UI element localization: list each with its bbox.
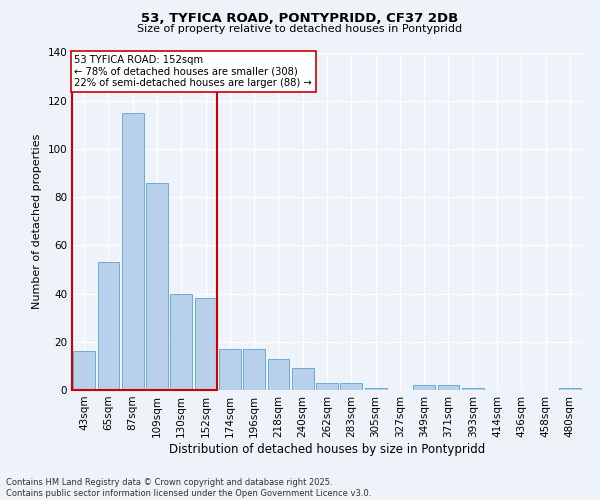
Bar — [413, 385, 435, 390]
Bar — [219, 349, 241, 390]
X-axis label: Distribution of detached houses by size in Pontypridd: Distribution of detached houses by size … — [169, 442, 485, 456]
Y-axis label: Number of detached properties: Number of detached properties — [32, 134, 42, 309]
Bar — [292, 368, 314, 390]
Bar — [559, 388, 581, 390]
Bar — [268, 358, 289, 390]
Bar — [340, 383, 362, 390]
Text: 53, TYFICA ROAD, PONTYPRIDD, CF37 2DB: 53, TYFICA ROAD, PONTYPRIDD, CF37 2DB — [142, 12, 458, 26]
Bar — [73, 352, 95, 390]
Text: Contains HM Land Registry data © Crown copyright and database right 2025.
Contai: Contains HM Land Registry data © Crown c… — [6, 478, 371, 498]
Bar — [316, 383, 338, 390]
Text: 53 TYFICA ROAD: 152sqm
← 78% of detached houses are smaller (308)
22% of semi-de: 53 TYFICA ROAD: 152sqm ← 78% of detached… — [74, 55, 312, 88]
Bar — [462, 388, 484, 390]
Bar — [72, 52, 217, 390]
Bar — [122, 113, 143, 390]
Bar — [97, 262, 119, 390]
Bar — [146, 182, 168, 390]
Text: Size of property relative to detached houses in Pontypridd: Size of property relative to detached ho… — [137, 24, 463, 34]
Bar — [243, 349, 265, 390]
Bar — [437, 385, 460, 390]
Bar — [194, 298, 217, 390]
Bar — [170, 294, 192, 390]
Bar — [365, 388, 386, 390]
